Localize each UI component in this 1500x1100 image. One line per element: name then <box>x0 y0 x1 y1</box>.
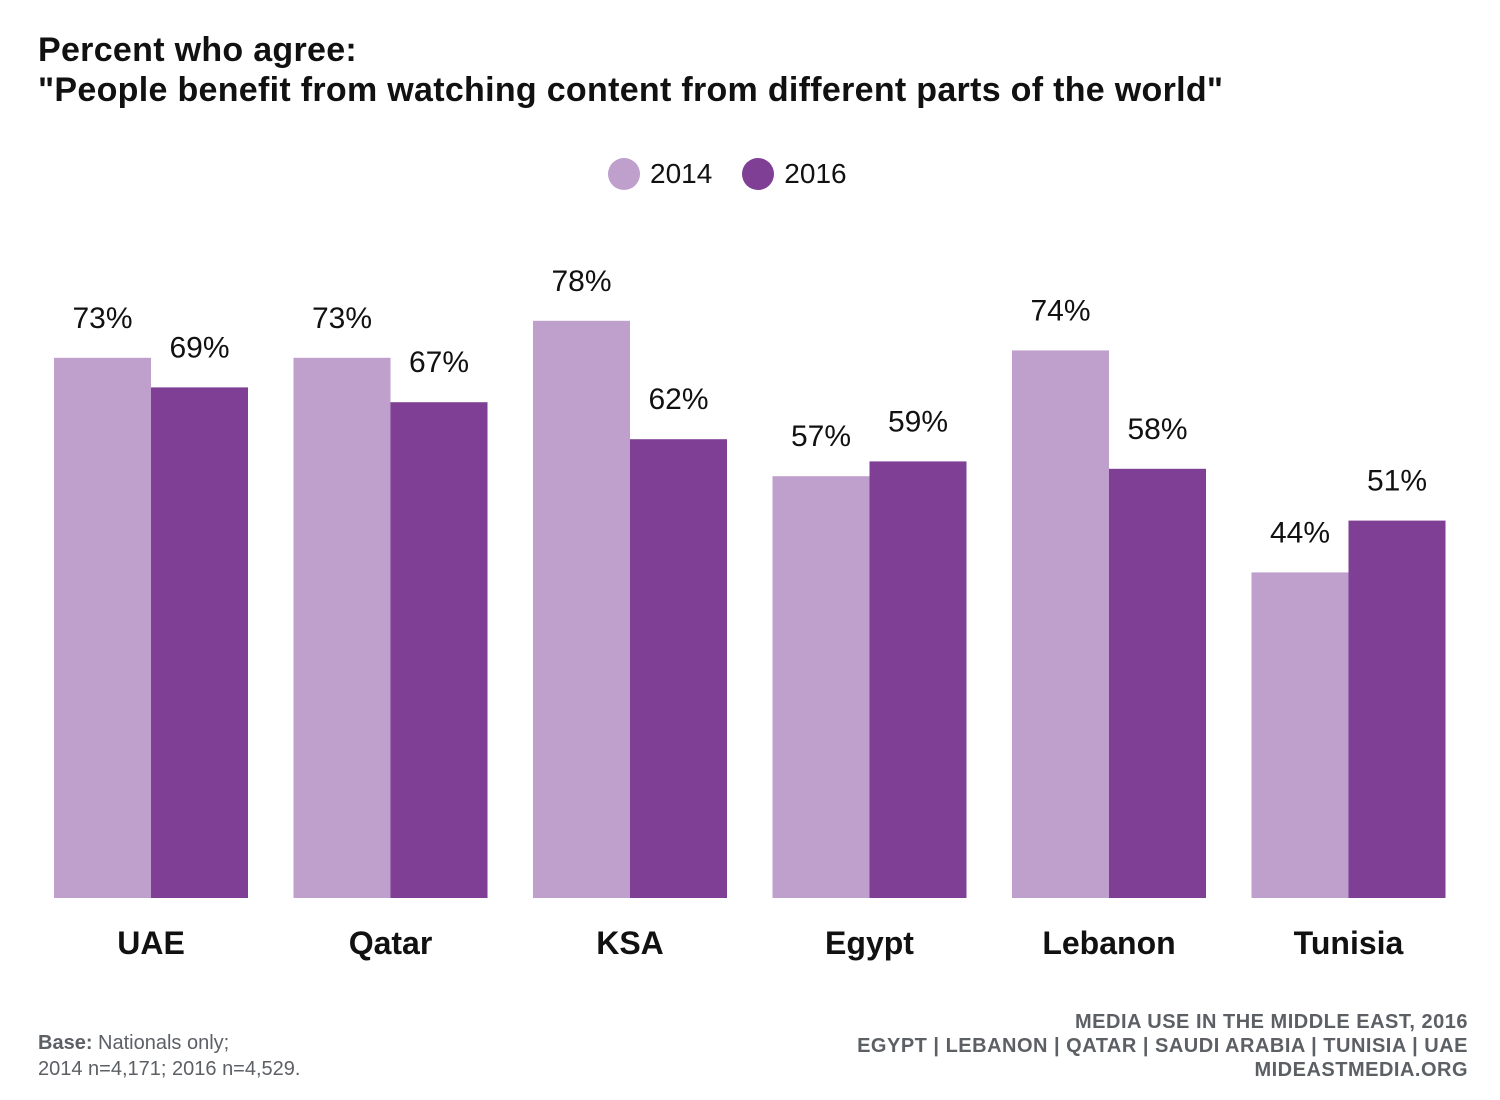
chart-title-line1: Percent who agree: <box>38 31 358 69</box>
bar-ksa-2016 <box>630 439 727 898</box>
data-label-uae-2014: 73% <box>72 302 132 335</box>
bar-uae-2014 <box>54 357 151 898</box>
bar-ksa-2014 <box>533 320 630 898</box>
bar-egypt-2014 <box>772 476 870 898</box>
data-label-lebanon-2014: 74% <box>1030 294 1090 327</box>
footer-sample-text: 2014 n=4,171; 2016 n=4,529. <box>38 1058 301 1080</box>
bar-lebanon-2016 <box>1109 468 1206 898</box>
category-label-tunisia: Tunisia <box>1294 925 1404 961</box>
bar-group-ksa: 78% 62% <box>533 265 727 898</box>
bar-uae-2016 <box>151 387 248 898</box>
bar-qatar-2016 <box>390 402 488 898</box>
category-label-egypt: Egypt <box>825 925 914 961</box>
footer-base-note: Base: Nationals only; 2014 n=4,171; 2016… <box>38 1030 300 1082</box>
legend-swatch-2016 <box>742 158 775 190</box>
data-label-lebanon-2016: 58% <box>1127 413 1187 446</box>
legend-swatch-2014 <box>608 158 640 190</box>
footer-source: MEDIA USE IN THE MIDDLE EAST, 2016 EGYPT… <box>857 1010 1468 1082</box>
data-label-egypt-2014: 57% <box>791 420 851 453</box>
bar-qatar-2014 <box>293 357 391 898</box>
category-label-uae: UAE <box>117 925 185 961</box>
chart-title-line2: "People benefit from watching content fr… <box>38 71 1224 109</box>
data-label-tunisia-2014: 44% <box>1270 516 1330 549</box>
legend-item-2016: 2016 <box>742 158 847 190</box>
category-label-lebanon: Lebanon <box>1042 925 1175 961</box>
data-label-qatar-2014: 73% <box>312 302 372 335</box>
footer-base-label: Base: <box>38 1032 93 1054</box>
bar-group-tunisia: 44% 51% <box>1251 465 1446 898</box>
bar-group-lebanon: 74% 58% <box>1012 294 1206 898</box>
footer-source-line1: MEDIA USE IN THE MIDDLE EAST, 2016 <box>1075 1011 1468 1033</box>
bar-group-uae: 73% 69% <box>54 302 248 898</box>
data-label-tunisia-2016: 51% <box>1367 465 1427 498</box>
footer-base-text: Nationals only; <box>98 1032 230 1054</box>
bar-chart: 73% 69% UAE 73% 67% Qatar 78% 62% KSA 57% 59% Egypt… <box>54 265 1446 961</box>
data-label-ksa-2014: 78% <box>551 265 611 298</box>
bar-group-qatar: 73% 67% <box>293 302 488 898</box>
category-label-qatar: Qatar <box>349 925 433 961</box>
bar-tunisia-2016 <box>1348 520 1446 898</box>
legend: 2014 2016 <box>608 158 877 190</box>
category-label-ksa: KSA <box>596 925 664 961</box>
data-label-qatar-2016: 67% <box>409 346 469 379</box>
bar-group-egypt: 57% 59% <box>772 405 967 898</box>
bar-egypt-2016 <box>869 461 967 898</box>
data-label-egypt-2016: 59% <box>888 405 948 438</box>
footer-source-line3: MIDEASTMEDIA.ORG <box>1254 1059 1468 1081</box>
legend-label-2014: 2014 <box>650 158 713 189</box>
data-label-ksa-2016: 62% <box>648 383 708 416</box>
footer-source-line2: EGYPT | LEBANON | QATAR | SAUDI ARABIA |… <box>857 1035 1468 1057</box>
legend-item-2014: 2014 <box>608 158 712 190</box>
bar-tunisia-2014 <box>1251 572 1349 898</box>
data-label-uae-2016: 69% <box>169 331 229 364</box>
bar-lebanon-2014 <box>1012 350 1109 898</box>
legend-label-2016: 2016 <box>784 158 847 189</box>
chart-title: Percent who agree: "People benefit from … <box>38 30 1223 110</box>
